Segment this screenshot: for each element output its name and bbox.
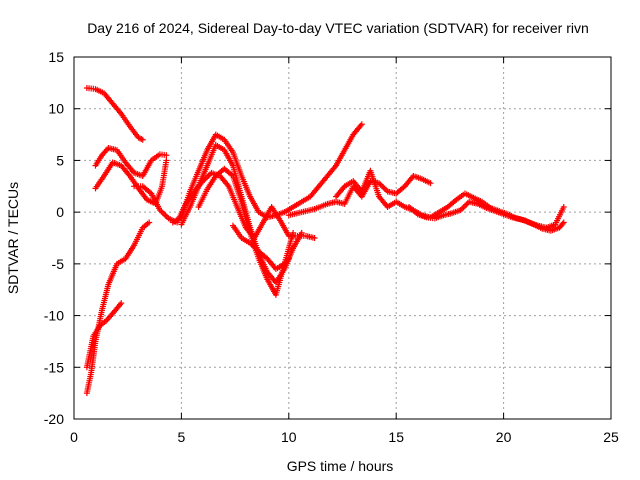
y-tick-label: -15 [44, 359, 64, 375]
x-tick-label: 15 [388, 429, 404, 445]
data-point [285, 255, 292, 262]
series-trace-1 [83, 85, 146, 143]
data-point [139, 136, 146, 143]
data-point [163, 157, 170, 164]
series-trace-11 [285, 172, 434, 219]
x-axis-label: GPS time / hours [287, 458, 394, 474]
data-point [358, 121, 365, 128]
y-tick-label: 0 [56, 204, 64, 220]
x-tick-label: 20 [496, 429, 512, 445]
y-tick-label: -10 [44, 308, 64, 324]
data-point [118, 300, 125, 307]
data-point [290, 229, 297, 236]
data-point [311, 235, 318, 241]
data-points [83, 85, 567, 397]
chart-title: Day 216 of 2024, Sidereal Day-to-day VTE… [87, 20, 589, 36]
series-trace-3 [92, 157, 170, 207]
series-trace-7 [169, 121, 365, 226]
data-point [427, 180, 434, 187]
data-point [560, 219, 567, 226]
plot-frame [73, 56, 612, 420]
series-trace-10 [229, 222, 292, 273]
y-tick-label: -20 [44, 411, 64, 427]
y-tick-label: 10 [48, 101, 64, 117]
x-tick-label: 10 [281, 429, 297, 445]
series-trace-5 [83, 300, 125, 371]
grid [74, 57, 611, 419]
x-tick-label: 0 [70, 429, 78, 445]
series-trace-9 [195, 165, 297, 298]
series-trace-13 [406, 198, 567, 231]
data-point [284, 256, 291, 263]
y-tick-label: 5 [56, 152, 64, 168]
y-axis-label: SDTVAR / TECUs [5, 182, 21, 294]
data-point [559, 220, 566, 227]
data-point [146, 219, 153, 226]
x-tick-label: 25 [603, 429, 619, 445]
data-point [560, 203, 567, 210]
y-tick-label: -5 [52, 256, 65, 272]
series-trace-2 [92, 145, 170, 179]
axis-ticks: 0 5 10 15 20 25 -20 -15 -10 -5 0 5 10 15 [44, 49, 619, 445]
y-tick-label: 15 [48, 49, 64, 65]
data-point [298, 229, 305, 236]
data-point [163, 152, 170, 159]
x-tick-label: 5 [178, 429, 186, 445]
